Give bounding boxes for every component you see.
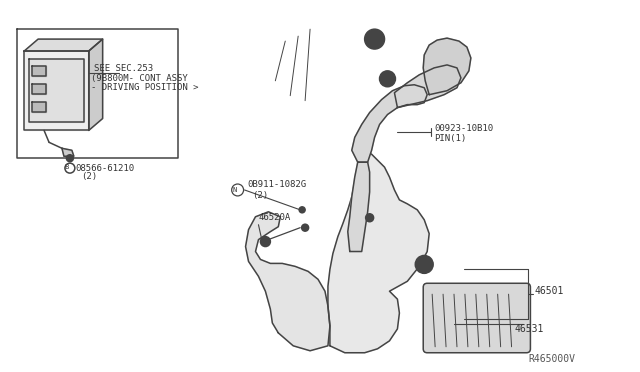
Text: 00923-10B10: 00923-10B10 (434, 124, 493, 133)
Polygon shape (246, 212, 330, 351)
Polygon shape (32, 102, 46, 112)
Circle shape (371, 35, 378, 43)
Text: R465000V: R465000V (529, 354, 575, 364)
Circle shape (67, 155, 74, 162)
Polygon shape (328, 152, 429, 353)
Polygon shape (29, 59, 84, 122)
Circle shape (365, 29, 385, 49)
Polygon shape (394, 65, 461, 108)
Text: N: N (232, 187, 237, 193)
Text: PIN(1): PIN(1) (434, 134, 467, 143)
Text: (9B800M- CONT ASSY: (9B800M- CONT ASSY (91, 74, 188, 83)
Text: (2): (2) (81, 171, 97, 180)
Text: (2): (2) (253, 192, 269, 201)
Circle shape (299, 207, 305, 213)
Polygon shape (352, 85, 427, 162)
Circle shape (380, 71, 396, 87)
Text: 46520A: 46520A (259, 213, 291, 222)
Text: - DRIVING POSITION >: - DRIVING POSITION > (91, 83, 198, 92)
Polygon shape (348, 162, 370, 251)
FancyBboxPatch shape (423, 283, 531, 353)
Polygon shape (423, 38, 471, 95)
Text: B: B (65, 164, 69, 170)
Polygon shape (89, 39, 102, 131)
Circle shape (385, 76, 390, 82)
Circle shape (301, 224, 308, 231)
Polygon shape (62, 148, 74, 156)
Polygon shape (32, 84, 46, 94)
Text: 46531: 46531 (515, 324, 544, 334)
Circle shape (365, 214, 374, 222)
Circle shape (260, 237, 270, 247)
Text: 08566-61210: 08566-61210 (76, 164, 135, 173)
Text: 46501: 46501 (534, 286, 564, 296)
Circle shape (415, 256, 433, 273)
Text: 0B911-1082G: 0B911-1082G (248, 180, 307, 189)
Text: SEE SEC.253: SEE SEC.253 (93, 64, 153, 73)
Polygon shape (24, 39, 102, 51)
Circle shape (419, 259, 429, 269)
Polygon shape (32, 66, 46, 76)
Circle shape (263, 239, 268, 244)
Polygon shape (24, 51, 89, 131)
